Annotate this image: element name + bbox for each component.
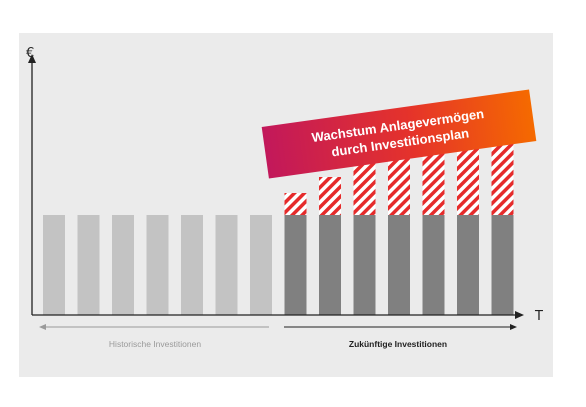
bar-growth-11 bbox=[388, 147, 410, 215]
historical-arrow-head bbox=[39, 324, 46, 330]
future-arrow-head bbox=[510, 324, 517, 330]
bar-base-2 bbox=[77, 215, 100, 315]
bar-base-13 bbox=[457, 215, 479, 315]
bar-base-14 bbox=[491, 215, 514, 315]
bar-base-9 bbox=[319, 215, 341, 315]
historical-section-label: Historische Investitionen bbox=[109, 339, 201, 349]
bar-base-7 bbox=[250, 215, 272, 315]
x-axis-symbol: T bbox=[534, 309, 543, 324]
bar-growth-8 bbox=[284, 193, 307, 215]
bar-growth-10 bbox=[353, 160, 376, 215]
x-axis-arrow bbox=[515, 311, 524, 319]
bar-base-11 bbox=[388, 215, 410, 315]
y-axis-symbol: € bbox=[26, 46, 34, 61]
y-axis-arrow bbox=[28, 54, 36, 63]
future-section-label: Zukünftige Investitionen bbox=[349, 339, 447, 349]
bar-base-8 bbox=[284, 215, 307, 315]
bar-base-6 bbox=[215, 215, 238, 315]
bar-growth-9 bbox=[319, 177, 341, 215]
bar-base-10 bbox=[353, 215, 376, 315]
bar-base-1 bbox=[43, 215, 65, 315]
bar-base-3 bbox=[112, 215, 134, 315]
bar-base-5 bbox=[181, 215, 203, 315]
bar-base-12 bbox=[422, 215, 445, 315]
bar-base-4 bbox=[146, 215, 169, 315]
